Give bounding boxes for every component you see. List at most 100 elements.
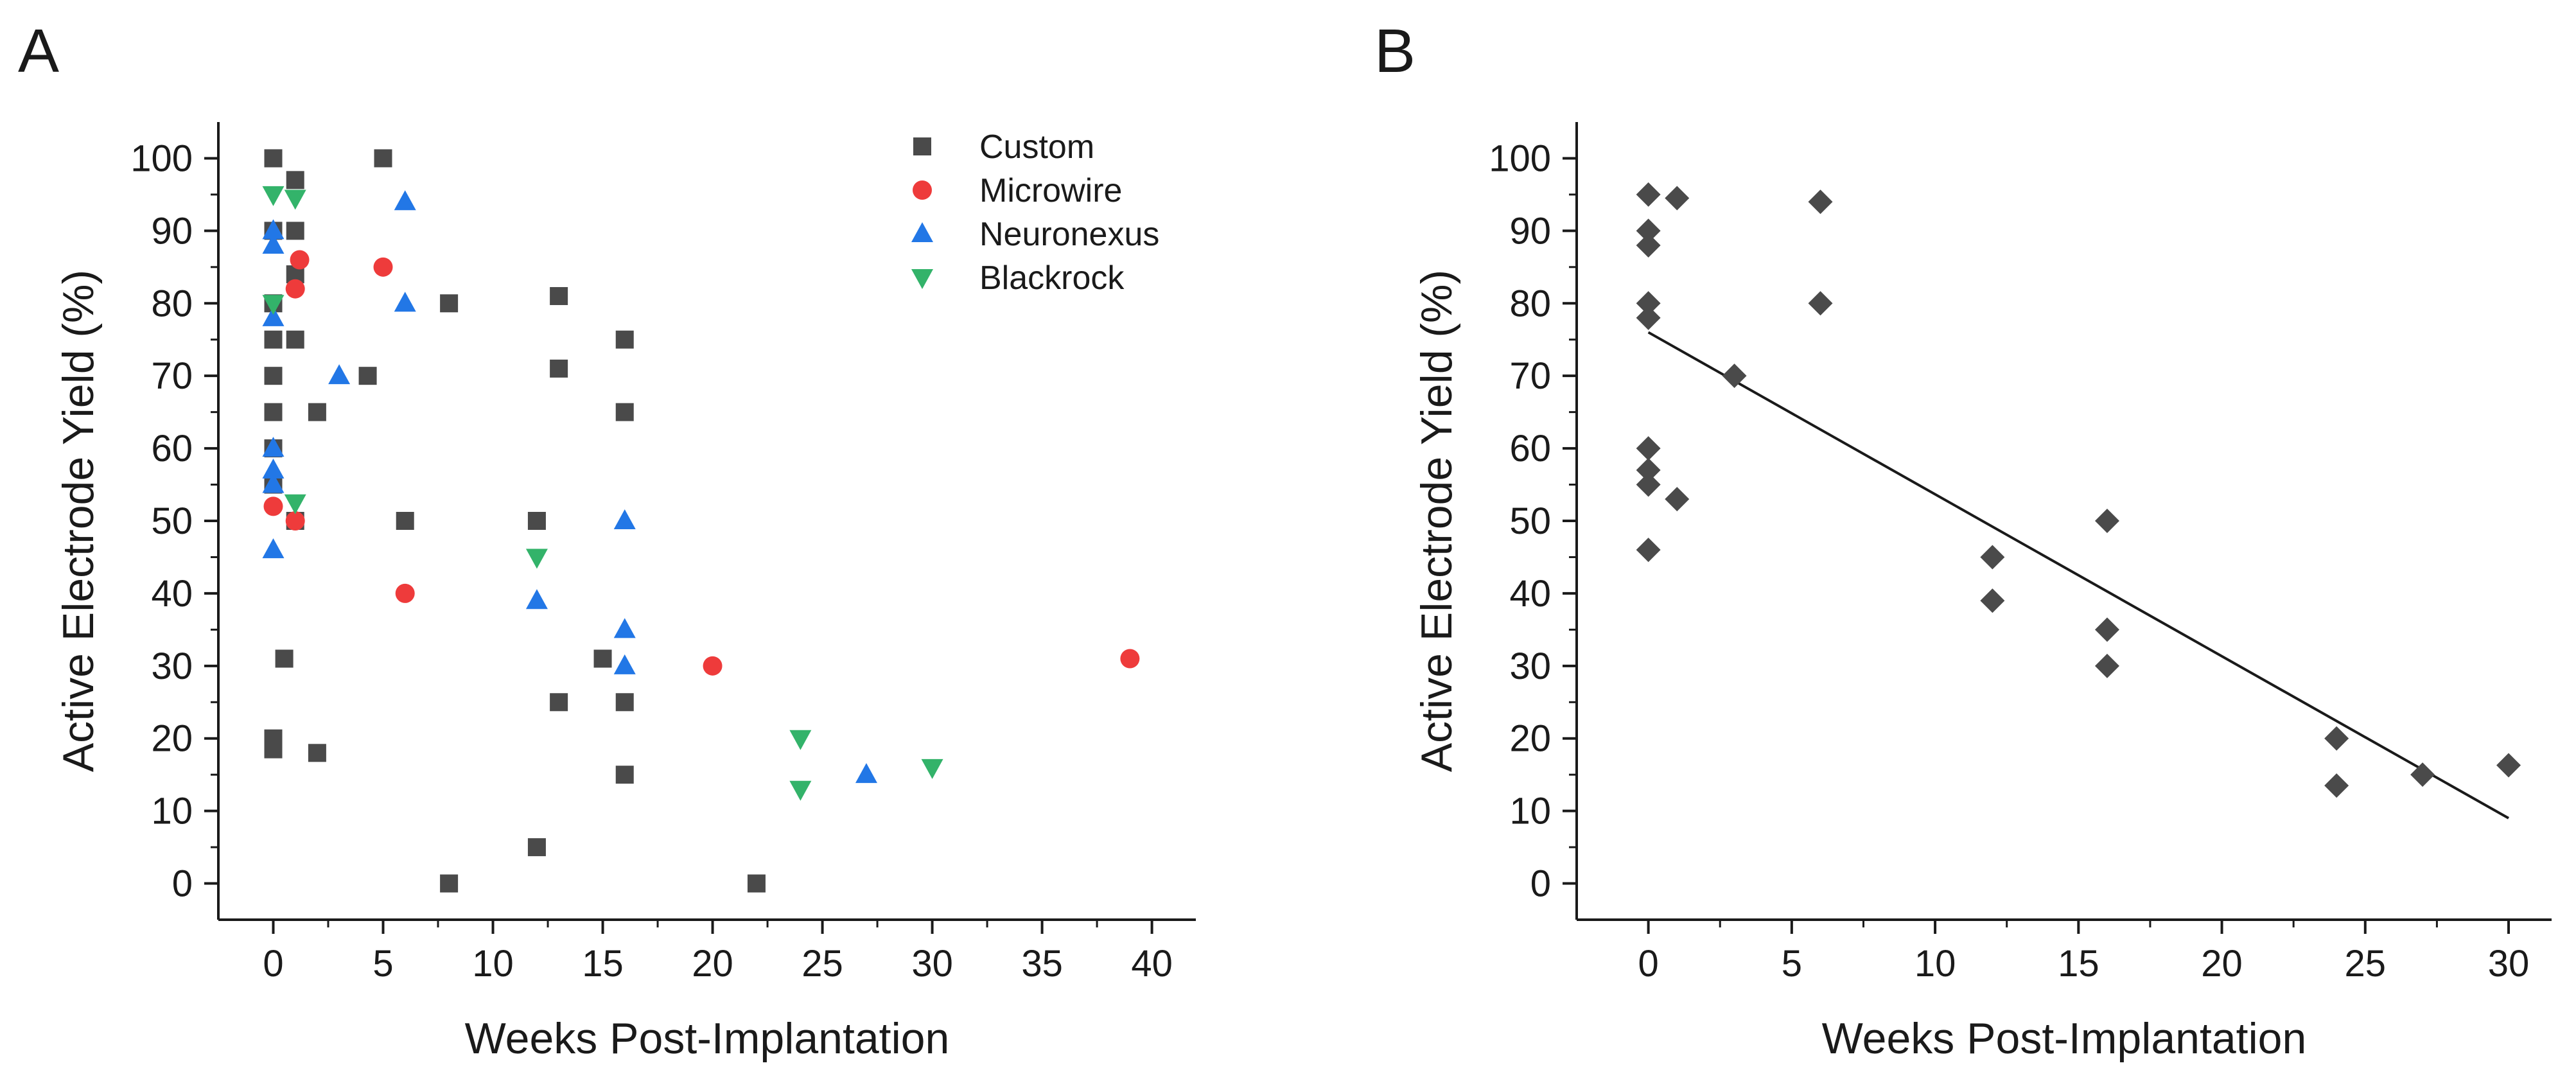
legend-marker-microwire	[913, 180, 932, 200]
data-point-neuronexus-blackrock-b	[1665, 487, 1690, 512]
data-point-microwire-a	[290, 250, 310, 270]
x-tick-label-a: 40	[1131, 943, 1173, 985]
x-tick-label-b: 20	[2201, 943, 2243, 985]
y-tick-label-a: 90	[151, 210, 193, 252]
data-point-custom-a	[286, 222, 304, 240]
data-point-neuronexus-blackrock-b	[1980, 545, 2005, 570]
data-point-neuronexus-blackrock-b	[1636, 218, 1661, 243]
y-tick-label-b: 90	[1509, 210, 1551, 252]
data-point-neuronexus-blackrock-b	[1980, 588, 2005, 613]
data-point-custom-a	[615, 403, 634, 421]
data-point-microwire-a	[285, 511, 305, 531]
data-point-neuronexus-blackrock-b	[1636, 538, 1661, 563]
data-point-neuronexus-blackrock-b	[2094, 509, 2119, 533]
y-tick-label-a: 30	[151, 645, 193, 687]
data-point-custom-a	[358, 367, 377, 385]
data-point-custom-a	[308, 744, 326, 762]
legend-label-neuronexus: Neuronexus	[979, 216, 1159, 253]
data-point-custom-a	[747, 874, 766, 893]
data-point-blackrock-a	[284, 494, 306, 514]
data-point-custom-a	[615, 693, 634, 712]
data-point-custom-a	[264, 367, 283, 385]
y-tick-label-b: 0	[1530, 863, 1551, 905]
data-point-neuronexus-a	[855, 763, 877, 784]
data-point-custom-a	[264, 330, 283, 349]
y-tick-label-b: 40	[1509, 573, 1551, 615]
y-tick-label-b: 100	[1489, 137, 1551, 179]
panel-label-a: A	[18, 17, 59, 85]
y-tick-label-a: 100	[130, 137, 193, 179]
x-tick-label-a: 35	[1021, 943, 1063, 985]
data-point-custom-a	[440, 294, 459, 313]
y-tick-label-a: 70	[151, 355, 193, 397]
data-point-custom-a	[527, 838, 546, 857]
data-point-neuronexus-blackrock-b	[1636, 436, 1661, 461]
y-tick-label-a: 40	[151, 573, 193, 615]
data-point-neuronexus-a	[328, 364, 351, 385]
data-point-blackrock-a	[284, 189, 306, 210]
y-tick-label-b: 80	[1509, 283, 1551, 324]
y-tick-label-a: 60	[151, 428, 193, 469]
x-axis-title-b: Weeks Post-Implantation	[1822, 1014, 2307, 1063]
data-point-neuronexus-blackrock-b	[2094, 617, 2119, 642]
data-point-custom-a	[286, 330, 304, 349]
data-point-custom-a	[615, 330, 634, 349]
x-tick-label-a: 30	[911, 943, 953, 985]
data-point-neuronexus-a	[525, 589, 548, 610]
legend-label-custom: Custom	[979, 128, 1094, 166]
data-point-blackrock-a	[789, 730, 812, 750]
data-point-microwire-a	[285, 279, 305, 299]
data-point-neuronexus-blackrock-b	[1636, 232, 1661, 258]
x-tick-label-b: 15	[2058, 943, 2099, 985]
fit-line	[1647, 331, 2510, 820]
data-point-neuronexus-a	[613, 509, 636, 529]
x-tick-label-a: 20	[692, 943, 733, 985]
data-point-custom-a	[550, 359, 568, 378]
y-tick-label-b: 30	[1509, 645, 1551, 687]
y-tick-label-b: 20	[1509, 718, 1551, 760]
data-point-blackrock-a	[262, 186, 285, 206]
data-point-blackrock-a	[789, 780, 812, 801]
x-tick-label-a: 0	[263, 943, 283, 985]
y-tick-label-a: 20	[151, 718, 193, 760]
data-point-neuronexus-blackrock-b	[1808, 291, 1833, 316]
data-point-neuronexus-a	[262, 437, 285, 457]
data-point-custom-a	[527, 512, 546, 530]
data-point-neuronexus-a	[262, 233, 285, 254]
data-point-custom-a	[593, 649, 612, 668]
x-tick-label-b: 30	[2488, 943, 2530, 985]
x-tick-label-a: 15	[582, 943, 624, 985]
data-point-custom-a	[550, 286, 568, 305]
data-point-neuronexus-blackrock-b	[2324, 773, 2349, 798]
chart-panel-a: A 0 5 10 15 20 25 30 35 40 0 10 20 30 40 50 60 70 80 90 100…	[18, 17, 1196, 1063]
data-point-custom-a	[264, 740, 283, 759]
data-point-neuronexus-a	[262, 473, 285, 493]
x-tick-label-b: 0	[1638, 943, 1658, 985]
data-point-custom-a	[550, 693, 568, 712]
data-point-custom-a	[374, 149, 392, 168]
data-point-custom-a	[264, 149, 283, 168]
x-tick-label-a: 5	[372, 943, 393, 985]
data-point-neuronexus-a	[262, 306, 285, 326]
y-tick-label-a: 0	[172, 863, 193, 905]
y-tick-label-b: 50	[1509, 500, 1551, 542]
x-axis-title-a: Weeks Post-Implantation	[465, 1014, 950, 1063]
data-point-neuronexus-blackrock-b	[1636, 472, 1661, 497]
data-point-neuronexus-blackrock-b	[2094, 653, 2119, 678]
y-tick-label-b: 60	[1509, 428, 1551, 469]
data-point-neuronexus-a	[262, 219, 285, 240]
data-point-custom-a	[308, 403, 326, 421]
data-point-neuronexus-a	[262, 458, 285, 478]
data-point-microwire-a	[263, 496, 283, 516]
x-tick-label-a: 25	[802, 943, 843, 985]
data-point-neuronexus-blackrock-b	[1722, 364, 1747, 389]
data-point-neuronexus-blackrock-b	[1636, 457, 1661, 482]
data-point-custom-a	[275, 649, 294, 668]
data-point-microwire-a	[395, 583, 415, 603]
data-point-custom-a	[396, 512, 414, 530]
data-point-neuronexus-a	[394, 292, 416, 312]
data-point-neuronexus-blackrock-b	[2410, 762, 2435, 787]
x-tick-label-b: 10	[1914, 943, 1956, 985]
data-point-neuronexus-blackrock-b	[1665, 186, 1690, 211]
data-point-custom-a	[615, 766, 634, 784]
